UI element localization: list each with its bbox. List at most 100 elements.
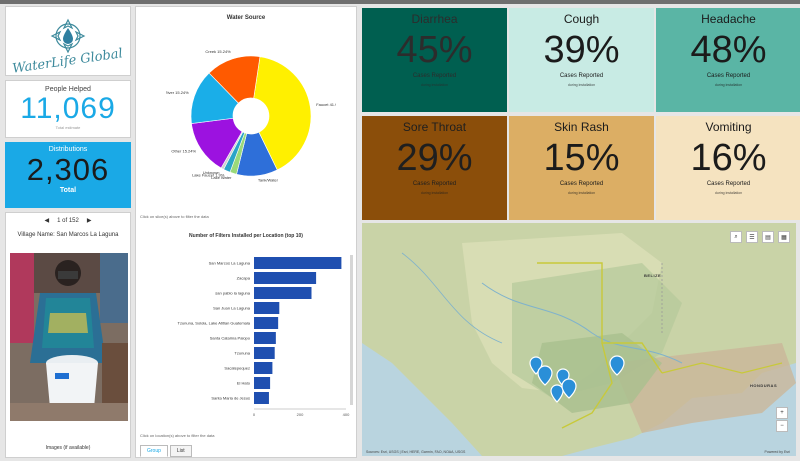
- village-photo: [10, 253, 128, 421]
- symptom-name: Vomiting: [705, 120, 752, 134]
- symptom-sub: during installation: [567, 83, 596, 87]
- map-label-belize: BELIZE: [644, 273, 662, 278]
- symptom-sub: during installation: [714, 83, 743, 87]
- pie-slice-label: Creek 15.24%: [205, 49, 231, 54]
- map-toolbar: ⌕ ☰ ▤ ▦: [730, 231, 790, 243]
- symptom-name: Skin Rash: [554, 120, 609, 134]
- people-helped-sub: Total estimate: [55, 125, 81, 130]
- zoom-in-button[interactable]: +: [776, 407, 788, 419]
- bar-category-label: Santa Maria de Jesus: [211, 396, 250, 401]
- tab-list[interactable]: List: [169, 445, 192, 457]
- filters-chart-title: Number of Filters Installed per Location…: [189, 233, 303, 239]
- water-source-title: Water Source: [226, 15, 266, 21]
- bar[interactable]: [254, 392, 269, 404]
- bar-category-label: Tzununa, Solola, Lake Atitlan Guatemala: [178, 321, 251, 326]
- symptom-label: Cases Reported: [706, 181, 751, 187]
- village-panel: ◀ 1 of 152 ▶ Village Name: San Marcos La…: [5, 212, 131, 458]
- bar-category-label: San Juan La Laguna: [213, 306, 251, 311]
- bar[interactable]: [254, 332, 276, 344]
- symptom-sub: during installation: [567, 191, 596, 195]
- bar[interactable]: [254, 257, 342, 269]
- pie-slice-label: Tank/Water: [258, 178, 279, 183]
- map-markers[interactable]: [529, 355, 625, 403]
- filters-bar-chart: San Marcos La Laguna Zacapa san pablo la l…: [178, 255, 353, 417]
- water-drop-logo-icon: [50, 18, 86, 53]
- symptom-name: Sore Throat: [402, 120, 467, 134]
- pie-slice[interactable]: [208, 55, 261, 104]
- symptom-card-headache: Headache 48% Cases Reported during installa…: [656, 8, 800, 112]
- pie-slice-label: Faucet 41.9%: [316, 102, 336, 107]
- symptom-card-cough: Cough 39% Cases Reported during installatio…: [509, 8, 654, 112]
- pie-slice-label: Lake Faucet 1.9%: [192, 172, 225, 177]
- next-arrow-icon[interactable]: ▶: [86, 218, 92, 224]
- symptom-sub: during installation: [420, 191, 449, 195]
- village-name: Village Name: San Marcos La Laguna: [17, 232, 119, 238]
- bar-category-label: San Marcos La Laguna: [209, 261, 251, 266]
- charts-panel: Water Source Faucet 41.9% Tank/Water Lake …: [135, 6, 357, 458]
- pie-slice-label: Other 15.24%: [171, 149, 196, 154]
- pie-slice-label: Lake Water: [211, 175, 232, 180]
- distributions-sub: Total: [59, 187, 77, 194]
- symptom-label: Cases Reported: [412, 73, 457, 79]
- people-helped-panel: People Helped 11,069 Total estimate: [5, 80, 131, 138]
- view-tabs: Group List: [140, 445, 192, 457]
- bar-category-label: Santa Catarina Palopo: [210, 336, 251, 341]
- bar[interactable]: [254, 377, 271, 389]
- pie-slice-label: Unknown: [203, 170, 220, 175]
- zoom-out-button[interactable]: −: [776, 420, 788, 432]
- tab-group[interactable]: Group: [140, 445, 168, 457]
- water-source-note: Click on slice(s) above to filter the da…: [140, 214, 209, 219]
- bar[interactable]: [254, 317, 279, 329]
- bar-category-label: El Hato: [237, 381, 251, 386]
- symptom-sub: during installation: [714, 191, 743, 195]
- symptom-percentage: 15%: [543, 137, 620, 179]
- bar[interactable]: [254, 302, 280, 314]
- distributions-label: Distributions: [48, 146, 88, 153]
- people-helped-value: 11,069: [20, 92, 116, 125]
- filters-chart-note: Click on location(s) above to filter the…: [140, 433, 215, 438]
- people-helped-label: People Helped: [45, 86, 91, 93]
- bar[interactable]: [254, 272, 317, 284]
- pager-text: 1 of 152: [57, 217, 79, 224]
- bar-category-label: Zacapa: [237, 276, 251, 281]
- map-attribution: Sources: Esri, USGS | Esri, HERE, Garmin…: [366, 450, 466, 454]
- symptom-label: Cases Reported: [559, 73, 604, 79]
- map-panel[interactable]: BELIZE HONDURAS ⌕ ☰ ▤ ▦ + − Sources: Esr…: [362, 223, 796, 456]
- symptom-card-diarrhea: Diarrhea 45% Cases Reported during installa…: [362, 8, 507, 112]
- bar-category-label: Sacatepequez: [224, 366, 250, 371]
- bar-category-label: Tzununa: [234, 351, 250, 356]
- pie-slice-label: River 15.24%: [166, 90, 189, 95]
- symptom-card-sore-throat: Sore Throat 29% Cases Reported during insta…: [362, 116, 507, 220]
- search-icon[interactable]: ⌕: [730, 231, 742, 243]
- bar[interactable]: [254, 362, 273, 374]
- pie-slice[interactable]: [253, 56, 312, 171]
- top-border: [0, 0, 800, 4]
- symptom-label: Cases Reported: [706, 73, 751, 79]
- x-tick-label: 200: [297, 412, 304, 417]
- map-canvas[interactable]: [362, 223, 796, 456]
- layers-icon[interactable]: ☰: [746, 231, 758, 243]
- symptom-name: Diarrhea: [411, 12, 458, 26]
- bar[interactable]: [254, 347, 275, 359]
- symptom-percentage: 39%: [543, 29, 620, 71]
- symptom-name: Headache: [701, 12, 756, 26]
- symptom-percentage: 29%: [396, 137, 473, 179]
- symptom-label: Cases Reported: [559, 181, 604, 187]
- basemap-icon[interactable]: ▦: [778, 231, 790, 243]
- images-label: Images (if available): [45, 445, 91, 451]
- previous-arrow-icon[interactable]: ◀: [44, 218, 50, 224]
- chart-scrollbar[interactable]: [350, 255, 353, 405]
- symptom-percentage: 16%: [690, 137, 767, 179]
- zoom-controls: + −: [776, 407, 788, 432]
- bar[interactable]: [254, 287, 312, 299]
- symptom-percentage: 48%: [690, 29, 767, 71]
- village-pager: ◀ 1 of 152 ▶: [6, 217, 130, 225]
- x-tick-label: 0: [253, 412, 256, 417]
- legend-icon[interactable]: ▤: [762, 231, 774, 243]
- map-label-honduras: HONDURAS: [750, 383, 778, 388]
- distributions-panel: Distributions 2,306 Total: [5, 142, 131, 208]
- symptom-card-vomiting: Vomiting 16% Cases Reported during installa…: [656, 116, 800, 220]
- x-tick-label: 400: [343, 412, 350, 417]
- bar-category-label: san pablo la laguna: [215, 291, 250, 296]
